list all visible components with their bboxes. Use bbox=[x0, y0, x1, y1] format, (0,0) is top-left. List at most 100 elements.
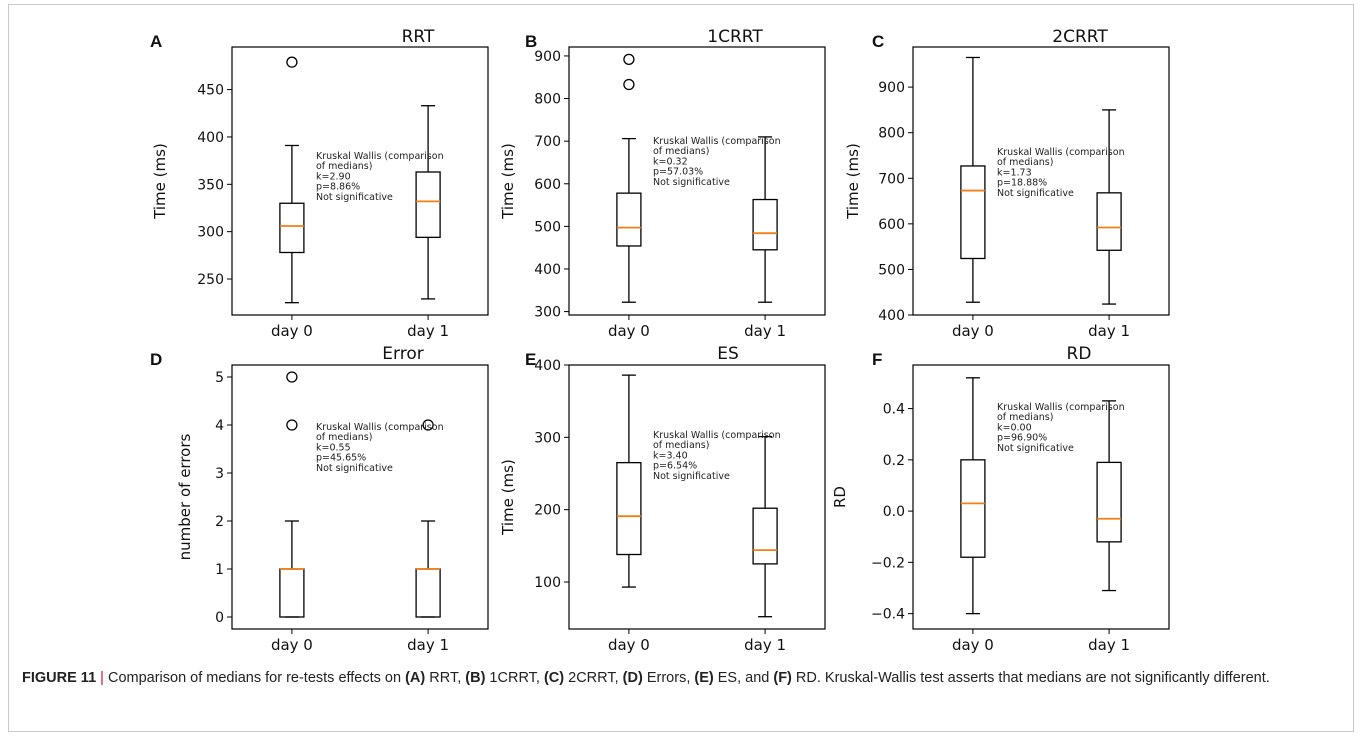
y-axis-label: number of errors bbox=[176, 433, 194, 560]
y-tick-label: 0.4 bbox=[883, 402, 905, 418]
plot-area-frame bbox=[231, 46, 489, 316]
y-tick-label: 200 bbox=[534, 503, 561, 519]
iqr-box bbox=[616, 192, 642, 247]
outlier-point bbox=[623, 78, 635, 91]
outlier-point bbox=[623, 53, 635, 66]
chart-title: Error bbox=[382, 344, 423, 364]
y-tick-label: 800 bbox=[534, 92, 561, 108]
box-day-1 bbox=[752, 136, 778, 303]
y-tick-label: 300 bbox=[534, 430, 561, 446]
y-tick-label: 2 bbox=[215, 514, 224, 530]
y-tick-label: 100 bbox=[534, 575, 561, 591]
x-tick-label: day 0 bbox=[271, 636, 313, 654]
y-tick-label: 900 bbox=[878, 80, 905, 96]
y-tick-label: 350 bbox=[197, 177, 224, 193]
iqr-box bbox=[960, 459, 986, 558]
chart-panel-c: C 2CRRT 400 500 600 700 800 900 Time (ms) day 0 da… bbox=[844, 27, 1170, 340]
y-tick-label: 4 bbox=[215, 418, 224, 434]
annotation-line: k=0.55 bbox=[316, 442, 351, 453]
panel-label: E bbox=[525, 350, 536, 369]
plot-area-frame bbox=[912, 364, 1170, 630]
annotation-line: k=2.90 bbox=[316, 171, 351, 182]
caption-ref-f: (F) bbox=[773, 670, 792, 686]
annotation-line: Not significative bbox=[997, 443, 1074, 454]
annotation-line: Not significative bbox=[997, 188, 1074, 199]
outlier-point bbox=[286, 419, 298, 431]
y-axis-label: RD bbox=[831, 486, 849, 508]
annotation-line: of medians) bbox=[997, 412, 1053, 423]
y-tick-label: 400 bbox=[534, 358, 561, 374]
plot-area-frame bbox=[912, 46, 1170, 316]
box-day-0 bbox=[960, 56, 986, 303]
iqr-box bbox=[616, 461, 642, 556]
chart-panel-a: A RRT 250 300 350 400 450 Time (ms) day 0 day 1 Kr… bbox=[150, 27, 489, 340]
y-tick-label: 500 bbox=[878, 262, 905, 278]
caption-separator: | bbox=[96, 670, 108, 686]
box-day-1 bbox=[1096, 400, 1122, 592]
caption-figure-label: FIGURE 11 bbox=[22, 670, 97, 686]
box-day-1 bbox=[415, 419, 441, 618]
iqr-box bbox=[279, 568, 305, 618]
outlier-point bbox=[422, 419, 434, 431]
x-tick-label: day 1 bbox=[407, 636, 449, 654]
annotation-line: Not significative bbox=[316, 192, 393, 203]
y-axis-label: Time (ms) bbox=[499, 143, 517, 220]
box-day-0 bbox=[279, 56, 305, 304]
x-tick-label: day 0 bbox=[608, 322, 650, 340]
panel-label: B bbox=[525, 32, 537, 51]
box-day-0 bbox=[616, 53, 642, 303]
y-tick-label: 0.2 bbox=[883, 453, 905, 469]
annotation-line: of medians) bbox=[653, 146, 709, 157]
box-day-1 bbox=[752, 435, 778, 618]
annotation-line: Kruskal Wallis (comparison bbox=[997, 402, 1125, 413]
caption-text-b: 1CRRT, bbox=[485, 670, 544, 686]
panel-label: F bbox=[872, 350, 882, 369]
y-tick-label: 300 bbox=[197, 225, 224, 241]
annotation-line: p=6.54% bbox=[653, 461, 697, 472]
panel-label: A bbox=[150, 32, 162, 51]
y-tick-label: 800 bbox=[878, 126, 905, 142]
iqr-box bbox=[415, 171, 441, 238]
annotation-line: p=57.03% bbox=[653, 167, 703, 178]
x-tick-label: day 1 bbox=[744, 636, 786, 654]
y-tick-label: 400 bbox=[878, 308, 905, 324]
annotation-line: Kruskal Wallis (comparison bbox=[653, 136, 781, 147]
iqr-box bbox=[415, 568, 441, 618]
plot-area-frame bbox=[231, 364, 489, 630]
annotation-line: p=45.65% bbox=[316, 453, 366, 464]
y-tick-label: 500 bbox=[534, 219, 561, 235]
figure-caption: FIGURE 11 | Comparison of medians for re… bbox=[22, 667, 1342, 689]
annotation-line: of medians) bbox=[316, 161, 372, 172]
iqr-box bbox=[960, 165, 986, 260]
y-axis-label: Time (ms) bbox=[499, 459, 517, 536]
figure-frame bbox=[8, 4, 1354, 732]
y-tick-label: 600 bbox=[534, 177, 561, 193]
y-tick-label: 1 bbox=[215, 562, 224, 578]
caption-ref-b: (B) bbox=[465, 670, 486, 686]
annotation-line: Kruskal Wallis (comparison bbox=[653, 430, 781, 441]
x-tick-label: day 0 bbox=[952, 636, 994, 654]
annotation-line: Kruskal Wallis (comparison bbox=[316, 422, 444, 433]
chart-title: 2CRRT bbox=[1052, 27, 1108, 47]
y-axis-label: Time (ms) bbox=[844, 143, 862, 220]
outlier-point bbox=[286, 371, 298, 383]
box-day-1 bbox=[415, 105, 441, 300]
y-tick-label: 900 bbox=[534, 49, 561, 65]
caption-ref-a: (A) bbox=[405, 670, 426, 686]
x-tick-label: day 1 bbox=[1088, 636, 1130, 654]
caption-text-a: RRT, bbox=[425, 670, 466, 686]
annotation-line: Not significative bbox=[653, 471, 730, 482]
annotation-line: of medians) bbox=[653, 440, 709, 451]
y-tick-label: −0.4 bbox=[871, 607, 905, 623]
chart-title: RD bbox=[1067, 344, 1092, 364]
y-tick-label: 3 bbox=[215, 466, 224, 482]
annotation-line: Kruskal Wallis (comparison bbox=[316, 151, 444, 162]
box-day-0 bbox=[960, 377, 986, 615]
annotation-line: k=1.73 bbox=[997, 167, 1032, 178]
y-tick-label: −0.2 bbox=[871, 555, 905, 571]
chart-panel-e: E ES 100 200 300 400 Time (ms) day 0 day 1 Kruska… bbox=[499, 344, 826, 654]
